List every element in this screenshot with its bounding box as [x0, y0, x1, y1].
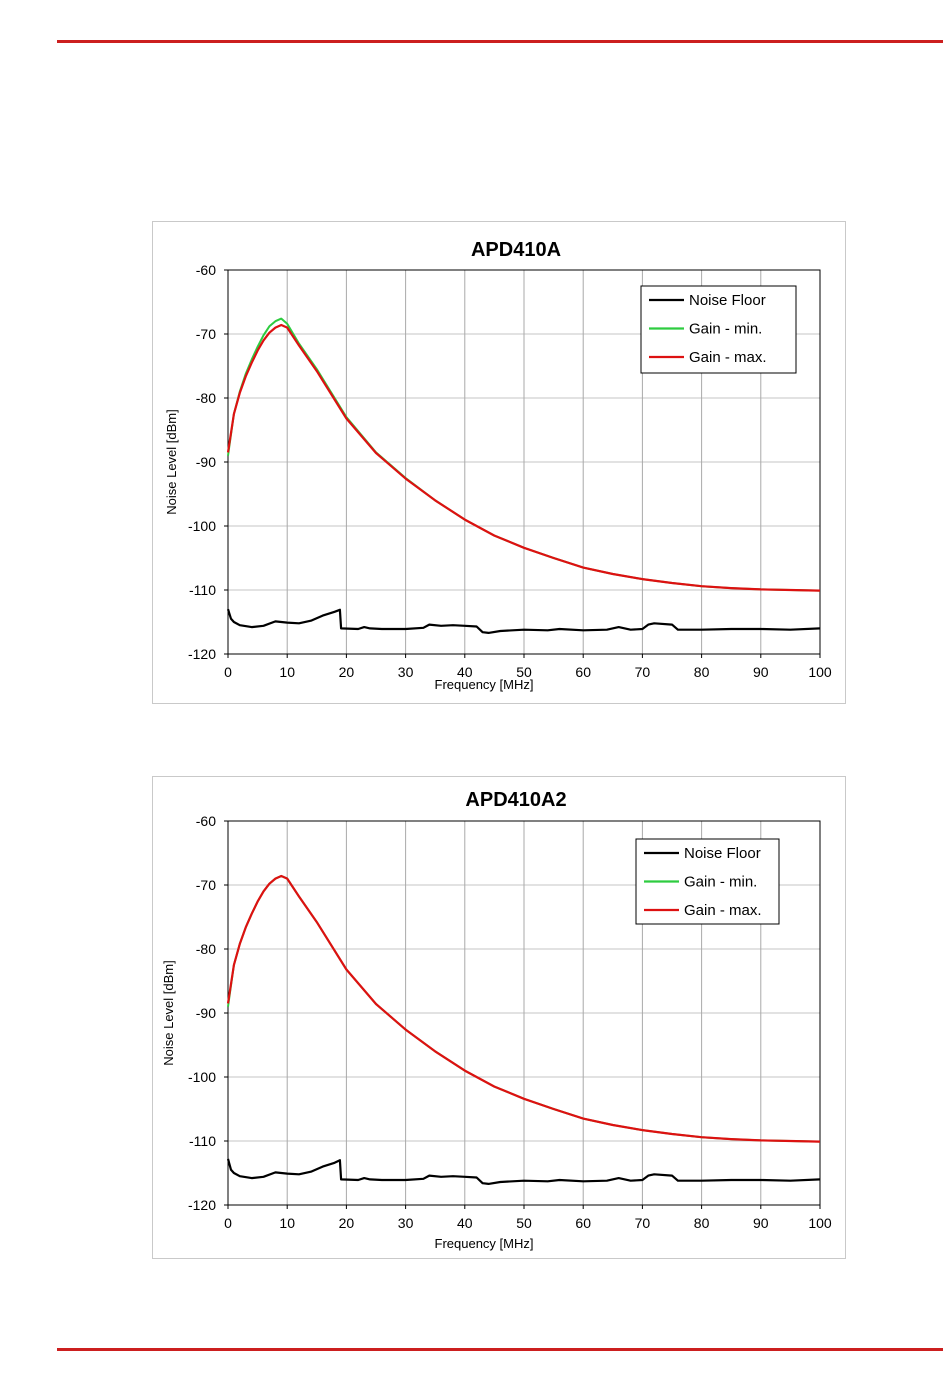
y-tick-label: -70	[196, 877, 216, 893]
y-tick-label: -60	[196, 262, 216, 278]
y-tick-label: -120	[188, 646, 216, 662]
x-tick-label: 60	[575, 664, 591, 680]
y-tick-label: -120	[188, 1197, 216, 1213]
series-line-noise-floor	[226, 1158, 821, 1185]
legend-label: Gain - max.	[684, 902, 762, 919]
legend-label: Gain - max.	[689, 349, 767, 366]
y-tick-label: -70	[196, 326, 216, 342]
x-tick-label: 80	[694, 1215, 710, 1231]
footer-rule	[57, 1348, 943, 1351]
chart-title: APD410A2	[465, 789, 566, 811]
chart-apd410a2: APD410A2 -60 -70 -80 -90 -100 -110 -120 0 10 20 30 4…	[152, 776, 846, 1259]
y-tick-label: -90	[196, 1005, 216, 1021]
y-tick-label: -80	[196, 941, 216, 957]
legend-label: Gain - min.	[684, 874, 757, 891]
legend-label: Gain - min.	[689, 321, 762, 338]
legend-label: Noise Floor	[684, 845, 761, 862]
chart-title: APD410A	[471, 239, 561, 261]
x-tick-label: 30	[398, 1215, 414, 1231]
y-tick-label: -90	[196, 454, 216, 470]
x-tick-label: 70	[635, 664, 651, 680]
x-tick-label: 90	[753, 1215, 769, 1231]
series-line-gain-max	[226, 874, 821, 1143]
y-tick-label: -80	[196, 390, 216, 406]
y-tick-label: -100	[188, 518, 216, 534]
x-axis-label: Frequency [MHz]	[435, 677, 534, 692]
y-tick-label: -100	[188, 1069, 216, 1085]
x-tick-label: 10	[279, 1215, 295, 1231]
x-tick-label: 100	[808, 1215, 832, 1231]
chart-apd410a: APD410A -60 -70 -80 -90 -100 -110 -120 0 10 20 30 40…	[152, 221, 846, 704]
x-tick-label: 50	[516, 1215, 532, 1231]
y-tick-label: -110	[189, 1133, 216, 1149]
y-tick-label: -110	[189, 582, 216, 598]
x-tick-label: 70	[635, 1215, 651, 1231]
x-tick-label: 90	[753, 664, 769, 680]
x-tick-label: 100	[808, 664, 832, 680]
x-tick-label: 10	[279, 664, 295, 680]
chart-svg: APD410A2 -60 -70 -80 -90 -100 -110 -120 0 10 20 30 4…	[161, 789, 832, 1251]
x-tick-label: 0	[224, 664, 232, 680]
x-tick-label: 30	[398, 664, 414, 680]
x-tick-label: 20	[339, 1215, 355, 1231]
legend-label: Noise Floor	[689, 292, 766, 309]
x-tick-label: 80	[694, 664, 710, 680]
x-tick-label: 20	[339, 664, 355, 680]
x-tick-label: 0	[224, 1215, 232, 1231]
y-axis-label: Noise Level [dBm]	[164, 409, 179, 515]
series-line-noise-floor	[226, 608, 821, 634]
y-axis-label: Noise Level [dBm]	[161, 960, 176, 1066]
x-axis-label: Frequency [MHz]	[435, 1236, 534, 1251]
x-tick-label: 60	[575, 1215, 591, 1231]
x-tick-label: 40	[457, 664, 473, 680]
chart-svg: APD410A -60 -70 -80 -90 -100 -110 -120 0 10 20 30 40…	[164, 239, 832, 692]
y-tick-label: -60	[196, 813, 216, 829]
x-tick-label: 40	[457, 1215, 473, 1231]
x-tick-label: 50	[516, 664, 532, 680]
series-line-gain-max	[226, 323, 821, 592]
header-rule	[57, 40, 943, 43]
